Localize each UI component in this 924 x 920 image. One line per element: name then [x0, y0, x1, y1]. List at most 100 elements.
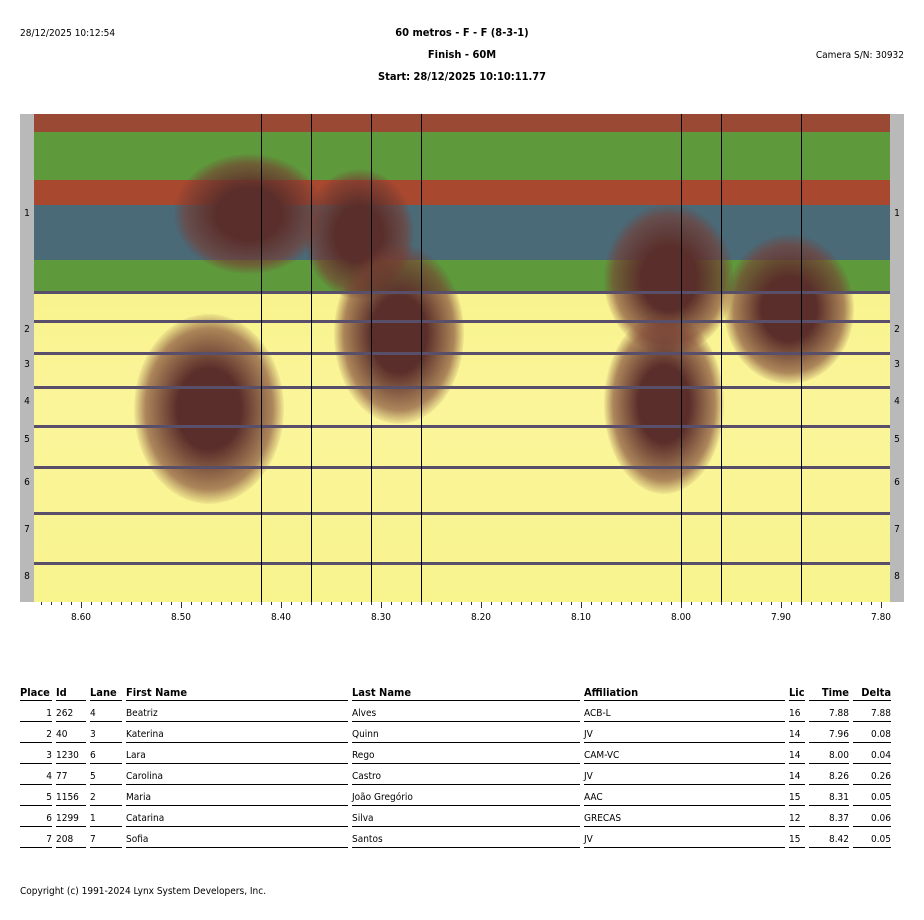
finish-time-line[interactable]	[261, 114, 262, 602]
cell-delta: 0.08	[853, 722, 891, 743]
axis-tick	[481, 602, 482, 608]
axis-tick	[151, 602, 152, 605]
axis-tick	[651, 602, 652, 605]
axis-tick	[621, 602, 622, 605]
event-title: 60 metros - F - F (8-3-1)	[395, 26, 529, 39]
cell-lic: 14	[789, 764, 805, 785]
column-header[interactable]: Place	[20, 684, 52, 701]
axis-tick	[461, 602, 462, 605]
column-header[interactable]: Time	[809, 684, 849, 701]
cell-last-name: Castro	[352, 764, 580, 785]
axis-tick	[411, 602, 412, 605]
band-red	[34, 180, 890, 205]
cell-delta: 7.88	[853, 701, 891, 722]
cell-time: 8.00	[809, 743, 849, 764]
axis-tick	[51, 602, 52, 605]
cell-id: 208	[56, 827, 86, 848]
axis-tick	[841, 602, 842, 605]
cell-lane: 5	[90, 764, 122, 785]
axis-tick	[781, 602, 782, 608]
cell-first-name: Carolina	[126, 764, 348, 785]
athlete-figure	[174, 154, 324, 274]
cell-first-name: Lara	[126, 743, 348, 764]
athlete-figure	[604, 314, 724, 494]
axis-tick	[271, 602, 272, 605]
cell-lic: 14	[789, 722, 805, 743]
axis-tick	[511, 602, 512, 605]
axis-tick	[111, 602, 112, 605]
cell-affiliation: GRECAS	[584, 806, 785, 827]
lane-label: 3	[894, 359, 900, 370]
start-time: Start: 28/12/2025 10:10:11.77	[377, 70, 547, 83]
axis-tick	[81, 602, 82, 608]
axis-tick	[241, 602, 242, 605]
axis-tick	[751, 602, 752, 605]
cell-id: 1156	[56, 785, 86, 806]
axis-tick	[591, 602, 592, 605]
column-header[interactable]: Affiliation	[584, 684, 785, 701]
column-header[interactable]: Delta	[853, 684, 891, 701]
table-row: 2 40 3 Katerina Quinn JV 14 7.96 0.08	[20, 722, 891, 743]
axis-tick	[541, 602, 542, 605]
axis-tick	[851, 602, 852, 605]
finish-time-line[interactable]	[311, 114, 312, 602]
axis-tick	[281, 602, 282, 608]
axis-tick	[601, 602, 602, 605]
cell-lane: 4	[90, 701, 122, 722]
finish-time-line[interactable]	[421, 114, 422, 602]
axis-tick	[191, 602, 192, 605]
band-top	[34, 114, 890, 132]
lane-label: 8	[894, 571, 900, 582]
column-header[interactable]: Id	[56, 684, 86, 701]
table-row: 5 1156 2 Maria João Gregório AAC 15 8.31 0.05	[20, 785, 891, 806]
column-header[interactable]: Last Name	[352, 684, 580, 701]
band-green	[34, 132, 890, 180]
axis-tick	[71, 602, 72, 605]
column-header[interactable]: Lic	[789, 686, 805, 701]
axis-tick	[181, 602, 182, 608]
column-header[interactable]: Lane	[90, 684, 122, 701]
finish-time-line[interactable]	[721, 114, 722, 602]
axis-tick	[211, 602, 212, 605]
lane-label: 5	[894, 434, 900, 445]
axis-tick	[301, 602, 302, 605]
cell-lane: 6	[90, 743, 122, 764]
axis-tick	[701, 602, 702, 605]
lane-divider	[34, 320, 890, 323]
cell-id: 77	[56, 764, 86, 785]
cell-first-name: Maria	[126, 785, 348, 806]
cell-place: 1	[20, 701, 52, 722]
table-row: 7 208 7 Sofia Santos JV 15 8.42 0.05	[20, 827, 891, 848]
lane-label: 6	[24, 477, 30, 488]
cell-delta: 0.05	[853, 827, 891, 848]
axis-tick	[91, 602, 92, 605]
finish-time-line[interactable]	[371, 114, 372, 602]
axis-tick	[711, 602, 712, 605]
axis-tick	[861, 602, 862, 605]
axis-tick	[141, 602, 142, 605]
cell-lic: 16	[789, 701, 805, 722]
lane-label: 7	[24, 524, 30, 535]
cell-first-name: Katerina	[126, 722, 348, 743]
photo-finish-image[interactable]: 1 1 2 2 3 3 4 4 5 5 6 6 7 7 8 8	[20, 114, 904, 602]
axis-tick	[821, 602, 822, 605]
cell-place: 3	[20, 743, 52, 764]
axis-tick	[451, 602, 452, 605]
finish-time-line[interactable]	[681, 114, 682, 602]
axis-tick	[741, 602, 742, 605]
column-header[interactable]: First Name	[126, 684, 348, 701]
axis-tick	[381, 602, 382, 608]
lane-label: 1	[894, 208, 900, 219]
table-row: 6 1299 1 Catarina Silva GRECAS 12 8.37 0.06	[20, 806, 891, 827]
axis-tick	[471, 602, 472, 605]
cell-last-name: Rego	[352, 743, 580, 764]
axis-tick	[401, 602, 402, 605]
finish-time-line[interactable]	[801, 114, 802, 602]
axis-tick	[311, 602, 312, 605]
cell-first-name: Catarina	[126, 806, 348, 827]
cell-time: 8.42	[809, 827, 849, 848]
axis-tick-label: 7.80	[870, 612, 892, 623]
cell-place: 4	[20, 764, 52, 785]
lane-divider	[34, 512, 890, 515]
axis-tick	[871, 602, 872, 605]
